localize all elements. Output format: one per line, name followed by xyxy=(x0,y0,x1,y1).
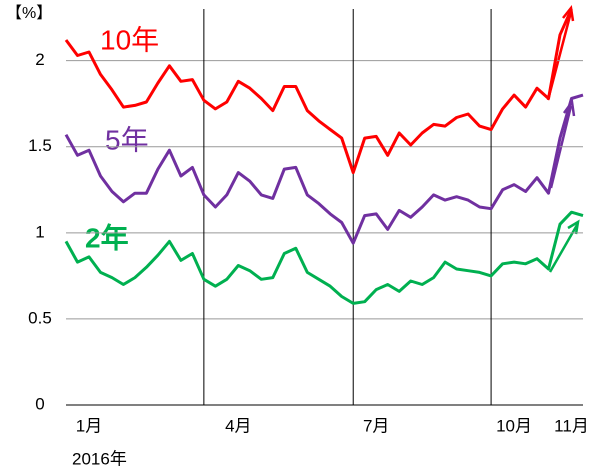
x-tick-label: 1月 xyxy=(76,416,102,435)
series-label: 2年 xyxy=(85,221,129,253)
line-series xyxy=(64,93,584,245)
line-series xyxy=(64,8,573,175)
series-label: 5年 xyxy=(105,124,149,155)
x-tick-label: 4月 xyxy=(225,416,251,435)
x-axis-label: 2016年 xyxy=(72,449,127,468)
y-tick-label: 2 xyxy=(35,50,44,69)
y-axis-label: 【%】 xyxy=(6,5,52,22)
series-label: 10年 xyxy=(100,24,159,55)
y-tick-label: 0.5 xyxy=(28,308,52,327)
y-tick-label: 1.5 xyxy=(28,136,52,155)
line-series xyxy=(64,210,584,305)
x-tick-label: 10月 xyxy=(496,416,532,435)
y-tick-label: 1 xyxy=(35,222,44,241)
x-tick-label: 11月 xyxy=(554,416,589,435)
x-tick-label: 7月 xyxy=(363,416,389,435)
y-tick-label: 0 xyxy=(35,394,44,413)
